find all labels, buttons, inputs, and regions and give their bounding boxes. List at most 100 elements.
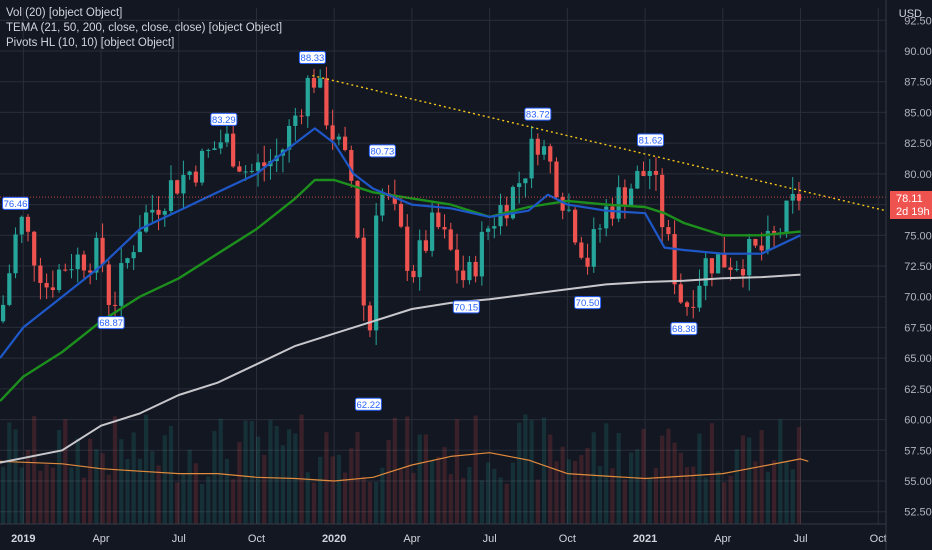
candle-body <box>56 269 62 291</box>
grid-lines <box>0 8 886 524</box>
volume-bar <box>262 454 267 524</box>
x-tick-label: 2021 <box>633 533 657 545</box>
candle-body <box>765 230 770 251</box>
candle-body <box>355 180 360 238</box>
pivot-label-text: 80.73 <box>370 146 394 157</box>
candle-body <box>88 270 93 273</box>
volume-bar <box>131 432 136 524</box>
candle-body <box>697 285 702 308</box>
volume-bar <box>336 454 341 524</box>
candle-body <box>330 125 335 140</box>
volume-bar <box>255 436 261 524</box>
pivot-label-text: 70.15 <box>454 302 478 313</box>
y-tick-label: 70.00 <box>904 292 932 304</box>
candle-body <box>361 237 366 306</box>
pivot-label-box <box>97 316 125 330</box>
candle-body <box>305 77 310 117</box>
candle-body <box>622 187 627 206</box>
candle-body <box>753 238 758 246</box>
volume-bar <box>492 468 497 524</box>
volume-bar <box>287 429 292 524</box>
volume-bar <box>243 420 248 524</box>
volume-bar <box>467 466 472 524</box>
pivot-label-box <box>637 133 665 147</box>
x-tick-label: Apr <box>714 533 731 545</box>
volume-bar <box>32 416 37 524</box>
candle-body <box>728 267 733 270</box>
volume-bar <box>591 432 596 524</box>
pivot-labels: 76.46 68.87 83.29 88.33 80.73 62.22 70.15 83.72… <box>2 51 698 411</box>
candle-body <box>137 231 142 253</box>
candle-body <box>610 206 615 219</box>
candle-body <box>218 142 223 149</box>
candle-body <box>150 209 155 213</box>
volume-bar <box>125 458 130 524</box>
volume-bar <box>367 481 373 524</box>
volume-bar <box>529 420 534 524</box>
candle-body <box>206 149 211 151</box>
volume-bar <box>56 429 62 524</box>
legend-pivots[interactable]: Pivots HL (10, 10) [object Object] <box>6 37 175 49</box>
candle-body <box>81 254 87 271</box>
volume-bar <box>703 477 708 524</box>
candle-body <box>597 228 603 230</box>
pivot-label-box <box>574 296 602 310</box>
candle-body <box>666 227 671 235</box>
volume-bar <box>311 482 317 524</box>
tema-200-line <box>0 273 801 464</box>
volume-bar <box>653 467 659 524</box>
candle-body <box>573 209 578 243</box>
volume-bar <box>510 462 516 524</box>
candle-body <box>423 240 429 251</box>
candle-body <box>616 187 621 219</box>
candle-body <box>75 254 80 270</box>
volume-bar <box>318 456 323 524</box>
candle-body <box>448 229 453 250</box>
legend-tema[interactable]: TEMA (21, 50, 200, close, close, close) … <box>6 22 283 34</box>
y-tick-label: 80.00 <box>904 169 932 181</box>
y-tick-label: 75.00 <box>904 230 932 242</box>
volume-bar <box>771 460 777 524</box>
indicator-legend: Vol (20) [object Object] TEMA (21, 50, 2… <box>6 6 282 51</box>
volume-bar <box>330 456 335 524</box>
candle-body <box>255 162 261 171</box>
candle-body <box>7 273 12 305</box>
volume-bar <box>716 471 721 524</box>
volume-bar <box>784 461 789 524</box>
candle-body <box>411 270 416 278</box>
tema-21-line <box>0 127 801 359</box>
currency-label[interactable]: USD <box>898 8 922 20</box>
candle-body <box>112 304 118 306</box>
volume-bar <box>168 425 174 524</box>
pivot-label-text: 70.50 <box>576 298 600 309</box>
y-tick-label: 65.00 <box>904 353 932 365</box>
pivot-label-box <box>2 196 30 210</box>
candle-body <box>50 287 55 291</box>
candle-body <box>579 242 584 258</box>
y-tick-label: 85.00 <box>904 107 932 119</box>
candle-body <box>436 212 441 228</box>
legend-volume[interactable]: Vol (20) [object Object] <box>6 7 123 19</box>
volume-bar <box>678 452 683 524</box>
y-tick-label: 57.50 <box>904 445 932 457</box>
x-tick-label: Apr <box>92 533 109 545</box>
volume-bar <box>541 417 547 524</box>
candle-body <box>517 183 522 188</box>
volume-bar <box>69 467 74 524</box>
x-tick-label: Oct <box>870 533 887 545</box>
candle-body <box>591 229 596 267</box>
candle-body <box>69 269 74 271</box>
candle-body <box>392 196 397 204</box>
pivot-label-box <box>210 112 238 126</box>
candle-body <box>709 258 715 274</box>
volume-bar <box>759 430 764 524</box>
candle-body <box>349 149 354 181</box>
candle-body <box>212 148 217 150</box>
x-tick-label: Oct <box>248 533 265 545</box>
volume-bar <box>374 481 379 524</box>
candle-body <box>1 304 6 322</box>
candle-body <box>722 254 727 268</box>
volume-bar <box>268 419 273 524</box>
candle-body <box>374 215 379 331</box>
